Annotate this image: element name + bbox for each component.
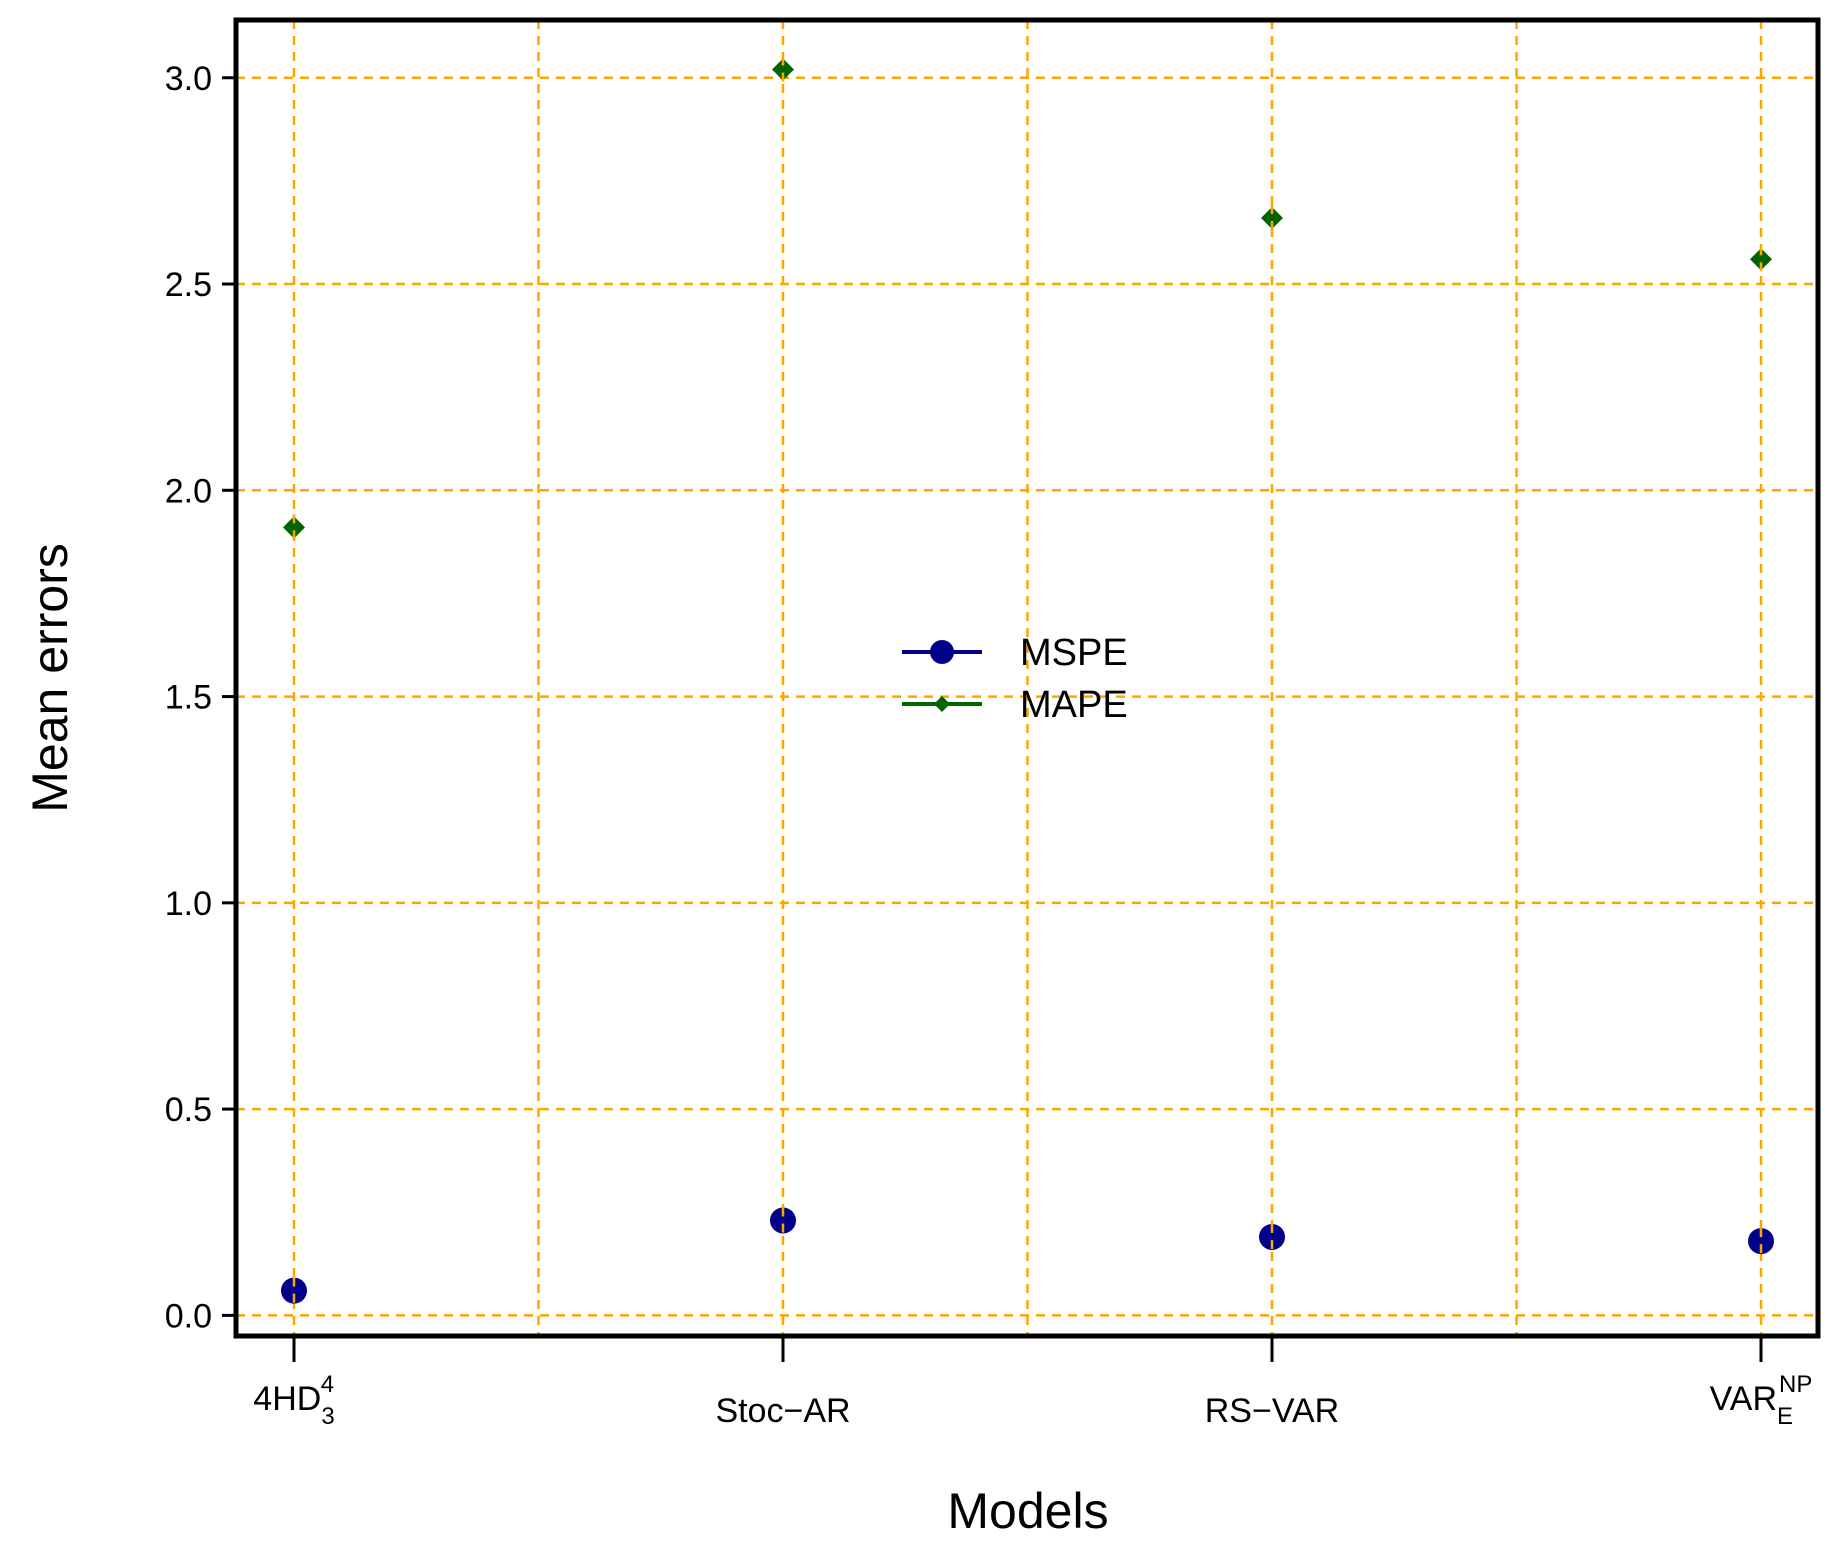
y-tick-label: 1.0 xyxy=(165,885,212,923)
legend-label: MSPE xyxy=(1020,632,1128,674)
legend-marker xyxy=(934,696,950,712)
data-point-mspe xyxy=(1748,1228,1774,1255)
x-tick-label: Stoc−AR xyxy=(715,1392,850,1430)
axes: 0.0 0.5 1.0 1.5 2.0 2.5 3.0 4HD34 Stoc−AR RS−VAR V… xyxy=(165,60,1813,1430)
legend-item-mspe: MSPE xyxy=(902,632,1128,674)
legend: MSPE MAPE xyxy=(902,632,1128,726)
data-point-mape xyxy=(1750,248,1772,271)
x-tick-label: VARENP xyxy=(1710,1371,1813,1430)
data-point-mspe xyxy=(1259,1223,1285,1250)
y-tick-label: 1.5 xyxy=(165,679,212,717)
data-point-mape xyxy=(1261,207,1283,230)
y-tick-label: 3.0 xyxy=(165,60,212,98)
legend-item-mape: MAPE xyxy=(902,684,1128,726)
plot-frame xyxy=(233,17,1821,1339)
data-point-mspe xyxy=(770,1207,796,1234)
data-point-mape xyxy=(283,516,305,539)
legend-label: MAPE xyxy=(1020,684,1128,726)
chart-marks xyxy=(281,56,1774,1304)
y-tick-label: 2.0 xyxy=(165,472,212,510)
x-tick-label: 4HD34 xyxy=(253,1371,334,1430)
grid xyxy=(236,20,1818,1336)
y-tick-label: 2.5 xyxy=(165,266,212,304)
data-point-mape xyxy=(772,58,794,81)
y-tick-label: 0.0 xyxy=(165,1297,212,1335)
y-tick-label: 0.5 xyxy=(165,1091,212,1129)
y-axis-title: Mean errors xyxy=(22,543,78,813)
legend-marker xyxy=(930,640,954,664)
data-point-mspe xyxy=(281,1277,307,1304)
x-axis-title: Models xyxy=(947,1483,1108,1539)
x-tick-label: RS−VAR xyxy=(1205,1392,1339,1430)
